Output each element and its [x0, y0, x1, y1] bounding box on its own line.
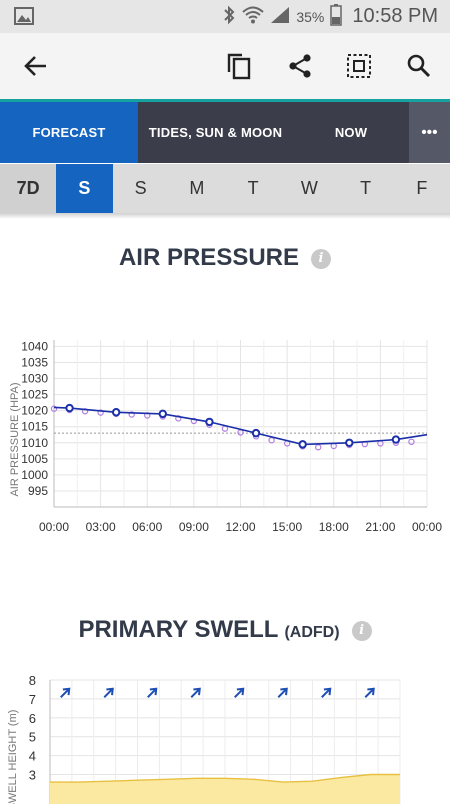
day-selector-shadow [0, 213, 450, 219]
battery-percent: 35% [296, 9, 324, 25]
y-tick-label: 1010 [21, 436, 48, 450]
app-toolbar [0, 33, 450, 99]
series-point [316, 445, 321, 450]
air-pressure-chart: 1040 1035 1030 1025 1020 1015 1010 1005 1000 995 0… [0, 335, 450, 535]
arrow-shape [232, 686, 246, 700]
battery-icon [330, 4, 342, 29]
swell-direction-arrow-icon [319, 686, 333, 700]
y-tick-label: 1040 [21, 339, 48, 353]
day-mon[interactable]: M [169, 164, 225, 213]
day-thu[interactable]: T [338, 164, 394, 213]
tab-now[interactable]: NOW [293, 102, 409, 163]
gallery-icon [14, 7, 34, 25]
swell-direction-arrow-icon [362, 686, 376, 700]
swell-direction-arrow-icon [58, 686, 72, 700]
series-marker [206, 419, 212, 425]
y-axis-label: AIR PRESSURE (HPA) [9, 382, 21, 496]
series-marker [299, 441, 305, 447]
primary-swell-chart: 8 7 6 5 4 3 SWELL HEIGHT (m) [0, 664, 450, 804]
x-tick-label: 18:00 [319, 520, 349, 534]
swell-direction-arrow-icon [275, 686, 289, 700]
arrow-shape [188, 686, 202, 700]
y-tick-label: 1035 [21, 355, 48, 369]
y-tick-label: 7 [29, 692, 36, 707]
series-marker [346, 440, 352, 446]
y-tick-label: 1000 [21, 468, 48, 482]
y-tick-label: 995 [28, 484, 48, 498]
search-icon[interactable] [403, 50, 435, 82]
x-tick-label: 00:00 [39, 520, 69, 534]
wifi-icon [242, 5, 264, 28]
series-marker [253, 430, 259, 436]
tab-forecast[interactable]: FORECAST [0, 102, 138, 163]
y-axis-label: SWELL HEIGHT (m) [7, 710, 19, 804]
select-all-icon[interactable] [343, 50, 375, 82]
copy-icon[interactable] [223, 50, 255, 82]
arrow-shape [58, 686, 72, 700]
y-tick-label: 6 [29, 711, 36, 726]
swell-direction-arrow-icon [188, 686, 202, 700]
x-tick-label: 06:00 [132, 520, 162, 534]
air-pressure-title: AIR PRESSURE [119, 244, 299, 271]
swell-direction-arrow-icon [232, 686, 246, 700]
info-icon[interactable]: i [311, 249, 331, 269]
arrow-shape [275, 686, 289, 700]
day-sat[interactable]: S [56, 164, 112, 213]
signal-icon [270, 6, 290, 27]
day-selector: 7D S S M T W T F [0, 164, 450, 213]
y-tick-label: 4 [29, 749, 36, 764]
x-tick-label: 21:00 [365, 520, 395, 534]
x-tick-label: 15:00 [272, 520, 302, 534]
air-pressure-header: AIR PRESSURE i [0, 244, 450, 272]
series-point [269, 438, 274, 443]
swell-direction-arrow-icon [101, 686, 115, 700]
status-bar: 35% 10:58 PM [0, 0, 450, 33]
day-sun[interactable]: S [113, 164, 169, 213]
y-tick-label: 1020 [21, 404, 48, 418]
y-tick-label: 5 [29, 730, 36, 745]
y-tick-label: 1005 [21, 452, 48, 466]
x-tick-label: 12:00 [225, 520, 255, 534]
arrow-shape [101, 686, 115, 700]
series-marker [66, 405, 72, 411]
x-tick-label: 03:00 [86, 520, 116, 534]
series-marker [113, 409, 119, 415]
bluetooth-icon [222, 5, 236, 28]
y-tick-label: 3 [29, 768, 36, 783]
tab-tides-sun-moon[interactable]: TIDES, SUN & MOON [138, 102, 293, 163]
arrow-shape [319, 686, 333, 700]
swell-direction-arrow-icon [145, 686, 159, 700]
arrow-shape [145, 686, 159, 700]
day-wed[interactable]: W [281, 164, 337, 213]
x-tick-label: 09:00 [179, 520, 209, 534]
day-7d[interactable]: 7D [0, 164, 56, 213]
series-marker [160, 411, 166, 417]
back-arrow-icon[interactable] [20, 50, 52, 82]
y-tick-label: 1030 [21, 372, 48, 386]
primary-swell-subtitle: (ADFD) [284, 624, 339, 641]
clock: 10:58 PM [352, 5, 438, 28]
x-tick-label: 00:00 [412, 520, 442, 534]
series-point [409, 439, 414, 444]
share-icon[interactable] [284, 50, 316, 82]
series-marker [393, 436, 399, 442]
y-tick-label: 1025 [21, 388, 48, 402]
y-tick-label: 8 [29, 673, 36, 688]
primary-swell-title: PRIMARY SWELL [78, 616, 278, 643]
day-fri[interactable]: F [394, 164, 450, 213]
day-tue[interactable]: T [225, 164, 281, 213]
y-tick-label: 1015 [21, 420, 48, 434]
main-tabs: FORECAST TIDES, SUN & MOON NOW ••• [0, 102, 450, 163]
arrow-shape [362, 686, 376, 700]
primary-swell-header: PRIMARY SWELL (ADFD) i [0, 616, 450, 644]
more-tabs-icon[interactable]: ••• [409, 102, 450, 163]
info-icon[interactable]: i [352, 621, 372, 641]
